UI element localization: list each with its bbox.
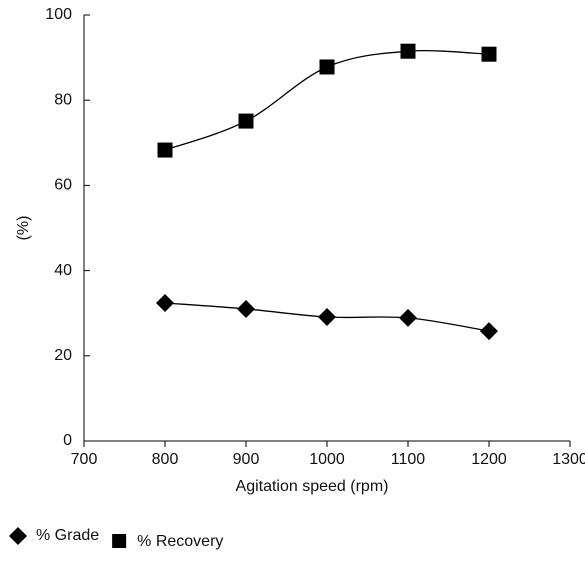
diamond-marker — [318, 308, 336, 327]
x-tick-label: 1200 — [471, 451, 507, 468]
diamond-marker — [480, 322, 498, 341]
diamond-marker — [399, 308, 417, 327]
y-axis-label: (%) — [15, 216, 32, 241]
x-tick-label: 800 — [152, 451, 179, 468]
square-marker — [319, 59, 335, 75]
square-marker — [238, 113, 254, 129]
y-tick-label: 0 — [63, 432, 72, 449]
x-axis-label: Agitation speed (rpm) — [236, 478, 389, 495]
square-marker — [157, 142, 173, 158]
square-marker — [481, 46, 497, 62]
legend-marker — [112, 534, 127, 548]
y-tick-label: 60 — [54, 177, 72, 194]
y-tick-label: 20 — [54, 347, 72, 364]
x-tick-label: 700 — [71, 451, 98, 468]
x-tick-label: 1100 — [391, 451, 426, 468]
x-tick-label: 900 — [233, 451, 260, 468]
square-marker — [400, 43, 416, 59]
legend-marker — [9, 527, 27, 545]
legend-label: % Grade — [36, 527, 99, 544]
y-tick-label: 40 — [54, 262, 72, 279]
x-tick-label: 1000 — [309, 451, 345, 468]
diamond-marker — [237, 299, 255, 318]
y-tick-label: 100 — [45, 6, 72, 23]
legend-label: % Recovery — [137, 533, 223, 550]
x-tick-label: 1300 — [552, 451, 585, 468]
diamond-marker — [156, 293, 174, 312]
y-tick-label: 80 — [54, 91, 72, 108]
